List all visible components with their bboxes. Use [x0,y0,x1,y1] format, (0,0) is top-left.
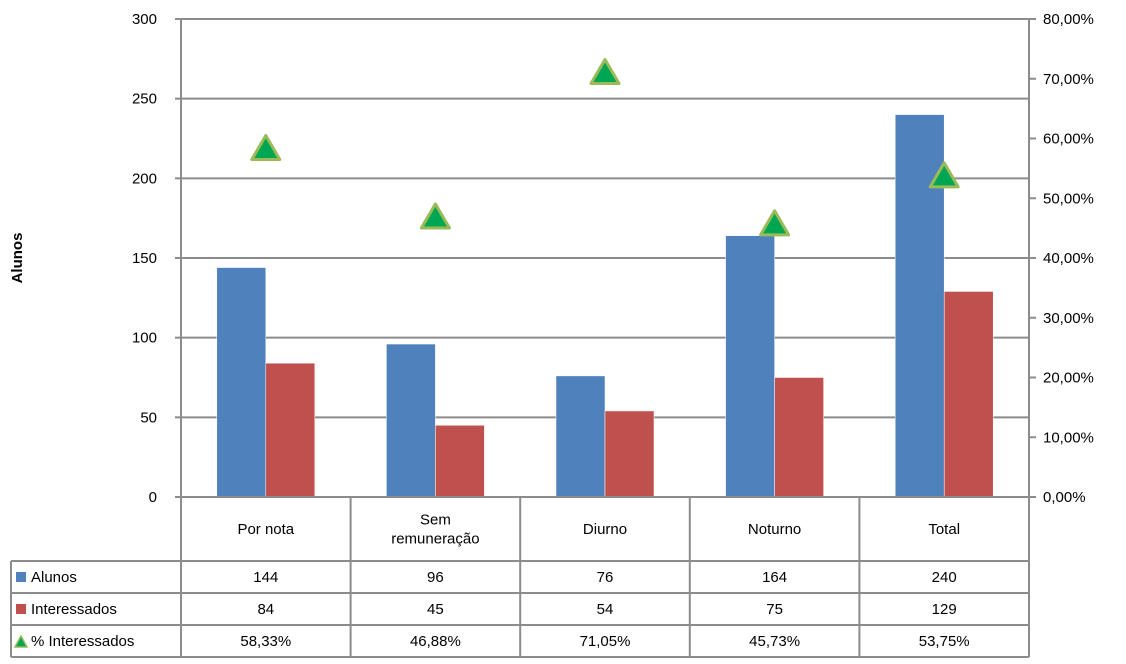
series-name: % Interessados [31,633,134,650]
legend-key [16,604,26,614]
bar-alunos [894,114,945,498]
percent-marker [250,133,282,162]
right-tick-label: 50,00% [1043,190,1094,207]
table-cell: 45 [427,601,444,618]
left-tick-label: 200 [132,170,157,187]
right-tick-label: 40,00% [1043,250,1094,267]
percent-markers [250,57,960,237]
table-cell: 144 [253,569,278,586]
table-cell: 53,75% [919,633,970,650]
bar-alunos [216,267,267,498]
percent-marker [928,161,960,189]
left-tick-label: 300 [132,11,157,28]
category-label: Diurno [583,521,627,538]
category-label: Por nota [237,521,294,538]
y-axis-label: Alunos [9,233,26,284]
right-tick-label: 30,00% [1043,310,1094,327]
bar-interessados [604,410,655,498]
left-axis-ticks: 0 50 100 150 200 250 300 [132,11,181,506]
left-tick-label: 100 [132,330,157,347]
left-tick-label: 250 [132,91,157,108]
right-tick-label: 70,00% [1043,71,1094,88]
left-tick-label: 150 [132,250,157,267]
table-cell: 75 [766,601,783,618]
bar-alunos [725,235,775,498]
category-label: Noturno [748,521,801,538]
right-tick-label: 0,00% [1043,489,1086,506]
gridlines [181,97,1029,419]
series-name: Alunos [31,569,77,586]
legend-key [13,634,29,648]
bar-interessados [943,291,994,498]
table-cell: 129 [932,601,957,618]
data-table: Por nota Sem remuneração Diurno Noturno Total… [10,497,1030,658]
table-cell: 45,73% [749,633,800,650]
table-cell: 58,33% [240,633,291,650]
table-cell: 71,05% [580,633,631,650]
table-cell: 164 [762,569,787,586]
legend-key [16,572,26,582]
table-cell: 96 [427,569,444,586]
right-tick-label: 60,00% [1043,131,1094,148]
table-cell: 54 [597,601,614,618]
right-tick-label: 80,00% [1043,11,1094,28]
bars [216,114,994,498]
category-label: Sem [420,512,451,529]
percent-marker [419,202,451,230]
right-tick-label: 20,00% [1043,370,1094,387]
percent-marker [759,209,791,237]
bar-interessados [435,425,485,498]
left-tick-label: 50 [140,409,157,426]
category-label: Total [928,521,960,538]
table-cell: 240 [932,569,957,586]
series-name: Interessados [31,601,117,618]
bar-interessados [774,377,824,498]
bar-alunos [386,343,436,498]
right-tick-label: 10,00% [1043,429,1094,446]
category-label: remuneração [391,531,479,548]
left-tick-label: 0 [149,489,157,506]
table-cell: 84 [257,601,274,618]
bar-alunos [555,375,606,498]
right-axis-ticks: 0,00% 10,00% 20,00% 30,00% 40,00% 50,00% 60,00… [1029,11,1094,506]
table-cell: 46,88% [410,633,461,650]
percent-marker [589,57,621,86]
bar-interessados [265,362,316,498]
table-cell: 76 [597,569,614,586]
